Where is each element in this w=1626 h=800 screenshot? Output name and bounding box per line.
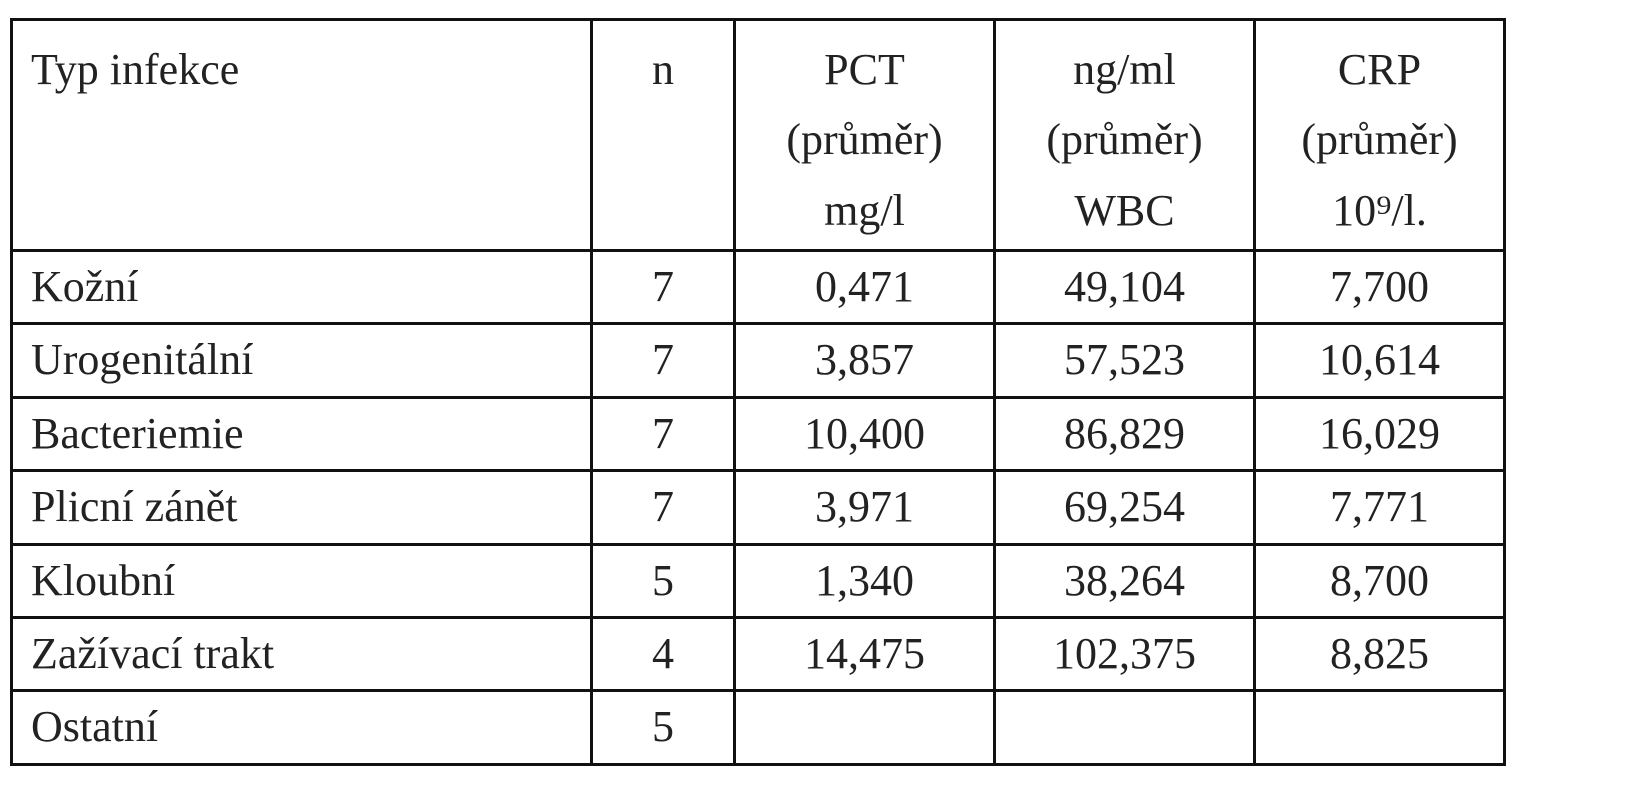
table-cell: Urogenitální: [10, 322, 593, 399]
header-row: Typ infekce n PCT (průměr) mg/l ng/ml (průměr)…: [10, 18, 1506, 252]
table-cell: 7: [590, 395, 736, 473]
header-line: PCT: [824, 45, 905, 94]
table-cell: Kloubní: [10, 542, 593, 619]
table-cell: 3,857: [733, 322, 996, 399]
table-body: Kožní 7 0,471 49,104 7,700 Urogenitální 7 3,857…: [10, 248, 1506, 766]
table-cell: 7: [590, 322, 736, 399]
table-row: Plicní zánět 7 3,971 69,254 7,771: [10, 469, 1506, 546]
table-cell: 0,471: [733, 248, 996, 326]
header-cell: Typ infekce: [10, 18, 593, 252]
header-cell: ng/ml (průměr) WBC: [993, 18, 1256, 252]
table-cell: 10,614: [1253, 322, 1506, 399]
data-table: Typ infekce n PCT (průměr) mg/l ng/ml (průměr)…: [10, 18, 1506, 766]
table-cell: 4: [590, 615, 736, 693]
table-cell: 38,264: [993, 542, 1256, 619]
header-line: 10⁹/l.: [1332, 185, 1427, 235]
header-line: ng/ml: [1073, 45, 1176, 94]
table-cell: 7: [590, 248, 736, 326]
table-cell: 8,700: [1253, 542, 1506, 619]
header-line: Typ infekce: [31, 45, 240, 94]
table-cell: 16,029: [1253, 395, 1506, 473]
table-cell: 69,254: [993, 469, 1256, 546]
table-cell: Kožní: [10, 248, 593, 326]
table-cell: 1,340: [733, 542, 996, 619]
table-cell: 8,825: [1253, 615, 1506, 693]
header-cell: PCT (průměr) mg/l: [733, 18, 996, 252]
header-line: n: [652, 45, 674, 94]
table-row: Urogenitální 7 3,857 57,523 10,614: [10, 322, 1506, 399]
header-line: mg/l: [824, 185, 905, 235]
table-row: Kožní 7 0,471 49,104 7,700: [10, 248, 1506, 326]
header-line: (průměr): [786, 115, 943, 165]
table-cell: 7,771: [1253, 469, 1506, 546]
header-cell: n: [590, 18, 736, 252]
table-row: Zažívací trakt 4 14,475 102,375 8,825: [10, 615, 1506, 693]
empty-cell: [993, 689, 1256, 766]
empty-cell: [1253, 689, 1506, 766]
table-cell: 14,475: [733, 615, 996, 693]
table-cell: 86,829: [993, 395, 1256, 473]
table-cell: Plicní zánět: [10, 469, 593, 546]
table-cell: Zažívací trakt: [10, 615, 593, 693]
empty-cell: [733, 689, 996, 766]
table-cell: 49,104: [993, 248, 1256, 326]
header-line: WBC: [1074, 185, 1175, 235]
table-row: Ostatní 5: [10, 689, 1506, 766]
table-cell: 5: [590, 689, 736, 766]
table-cell: 7: [590, 469, 736, 546]
header-line: CRP: [1337, 45, 1422, 94]
header-line: (průměr): [1301, 115, 1458, 165]
table-cell: 102,375: [993, 615, 1256, 693]
header-cell: CRP (průměr) 10⁹/l.: [1253, 18, 1506, 252]
table-row: Kloubní 5 1,340 38,264 8,700: [10, 542, 1506, 619]
table-cell: Ostatní: [10, 689, 593, 766]
table-row: Bacteriemie 7 10,400 86,829 16,029: [10, 395, 1506, 473]
table-cell: 57,523: [993, 322, 1256, 399]
table-cell: 7,700: [1253, 248, 1506, 326]
header-line: (průměr): [1046, 115, 1203, 165]
table-cell: 3,971: [733, 469, 996, 546]
table-cell: Bacteriemie: [10, 395, 593, 473]
table-cell: 10,400: [733, 395, 996, 473]
table-cell: 5: [590, 542, 736, 619]
